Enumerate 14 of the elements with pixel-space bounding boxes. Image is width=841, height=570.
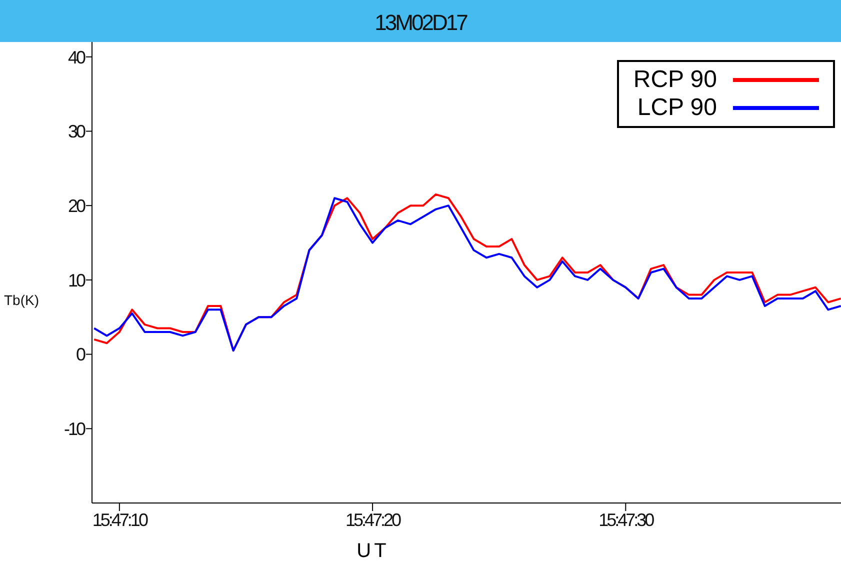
x-axis-title: UT bbox=[356, 540, 390, 563]
y-tick-label: 20 bbox=[68, 196, 86, 216]
y-tick-label: 10 bbox=[68, 270, 86, 290]
x-tick-label: 15:47:10 bbox=[92, 510, 148, 530]
y-tick-label: 30 bbox=[68, 122, 86, 142]
y-tick-label: -10 bbox=[64, 419, 86, 440]
legend-label: LCP 90 bbox=[637, 94, 717, 122]
x-tick-label: 15:47:30 bbox=[598, 510, 655, 530]
legend-label: RCP 90 bbox=[633, 66, 717, 94]
y-tick-label: 40 bbox=[68, 47, 86, 68]
chart-title: 13M02D17 bbox=[374, 10, 468, 36]
x-tick-label: 15:47:20 bbox=[346, 510, 402, 530]
y-axis-title: Tb(K) bbox=[4, 292, 39, 308]
y-tick-label: 0 bbox=[76, 344, 86, 365]
